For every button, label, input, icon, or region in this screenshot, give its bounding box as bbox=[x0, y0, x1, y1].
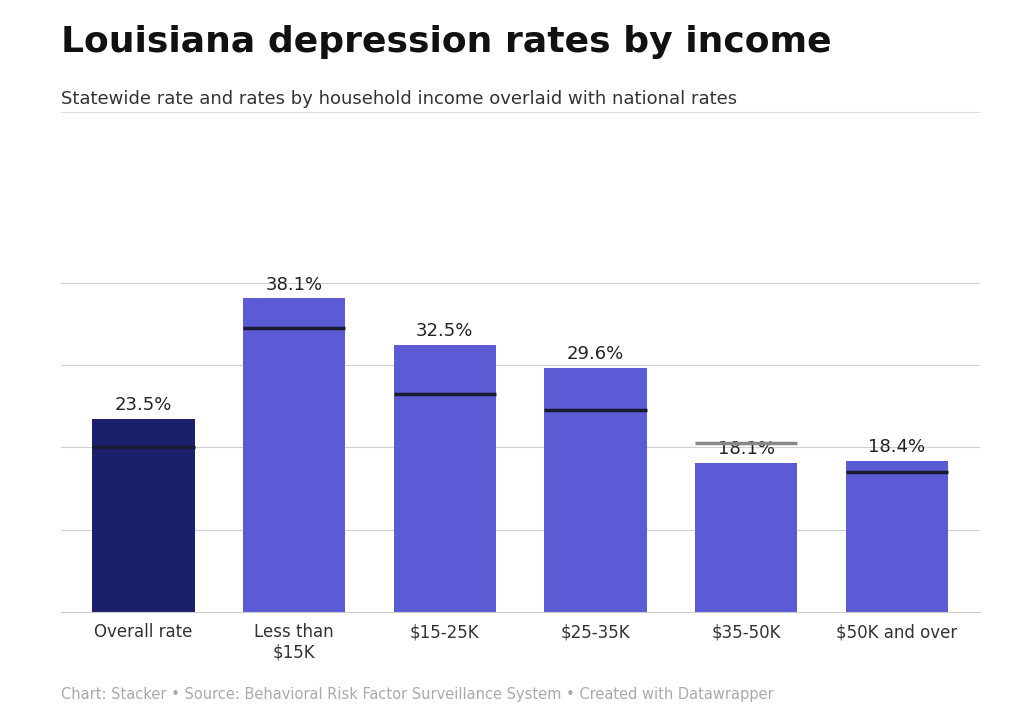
Bar bbox=[92, 418, 195, 612]
Text: 18.1%: 18.1% bbox=[718, 440, 775, 458]
Text: Chart: Stacker • Source: Behavioral Risk Factor Surveillance System • Created wi: Chart: Stacker • Source: Behavioral Risk… bbox=[61, 687, 774, 702]
Bar bbox=[695, 463, 797, 612]
Text: Louisiana depression rates by income: Louisiana depression rates by income bbox=[61, 25, 831, 59]
Text: 29.6%: 29.6% bbox=[567, 346, 624, 364]
Bar bbox=[544, 369, 646, 612]
Text: 32.5%: 32.5% bbox=[416, 322, 474, 340]
Text: 38.1%: 38.1% bbox=[266, 276, 323, 294]
Text: Statewide rate and rates by household income overlaid with national rates: Statewide rate and rates by household in… bbox=[61, 90, 736, 108]
Bar bbox=[243, 299, 345, 612]
Text: 23.5%: 23.5% bbox=[115, 396, 172, 414]
Text: 18.4%: 18.4% bbox=[869, 438, 925, 456]
Bar bbox=[845, 461, 948, 612]
Bar bbox=[394, 345, 496, 612]
